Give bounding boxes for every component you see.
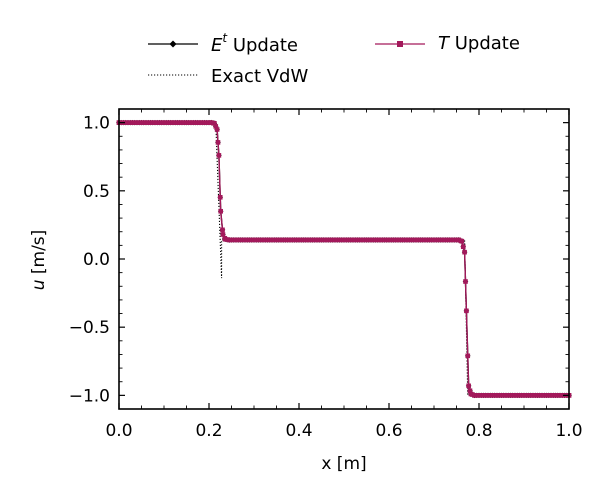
- legend-exact-label: Exact VdW: [211, 66, 308, 87]
- data-point: [213, 124, 219, 129]
- series-line: [119, 121, 569, 397]
- legend-et-marker: [169, 40, 177, 48]
- data-point: [218, 208, 223, 214]
- data-point: [467, 388, 473, 394]
- data-point: [464, 308, 469, 314]
- y-tick-label: 0.5: [83, 182, 110, 202]
- data-point: [217, 194, 223, 200]
- data-point: [212, 121, 217, 126]
- legend-item-t-update: T Update: [375, 33, 520, 54]
- data-point: [465, 353, 471, 359]
- data-point: [215, 140, 221, 145]
- legend-t-marker: [397, 41, 403, 47]
- x-tick-label: 0.2: [195, 421, 222, 441]
- data-point: [460, 244, 466, 250]
- y-axis-label: u [m/s]: [29, 230, 49, 291]
- data-point: [214, 127, 220, 132]
- plot-frame: [118, 108, 570, 410]
- data-point: [216, 153, 222, 158]
- series-line: [119, 122, 569, 396]
- data-point: [463, 279, 468, 284]
- y-tick-label: 1.0: [83, 114, 110, 134]
- y-tick-label: −0.5: [69, 318, 110, 338]
- x-tick-label: 0.0: [105, 421, 132, 441]
- series-e-t-update: [116, 119, 572, 399]
- legend: Et Update Exact VdW T Update: [148, 31, 520, 87]
- series-line: [119, 121, 569, 397]
- x-tick-label: 0.4: [285, 421, 312, 441]
- legend-item-et-update: Et Update: [148, 31, 298, 56]
- series-t-update: [116, 120, 572, 398]
- data-point: [466, 383, 471, 389]
- x-tick-label: 1.0: [555, 421, 582, 441]
- y-tick-label: −1.0: [69, 386, 110, 406]
- legend-item-exact: Exact VdW: [148, 66, 308, 87]
- data-point: [462, 249, 467, 255]
- series-exact-vdw: [119, 122, 569, 396]
- series-layer: [116, 119, 572, 399]
- ticks-layer: 0.0 0.2 0.4 0.6 0.8 1.0 1.0 0.5 0.0 −0.5 −1.0: [69, 108, 583, 441]
- x-axis-label: x [m]: [321, 454, 366, 474]
- data-point: [459, 238, 465, 244]
- legend-et-label: Et Update: [211, 31, 298, 56]
- data-point: [220, 227, 225, 233]
- y-tick-label: 0.0: [83, 250, 110, 270]
- x-tick-label: 0.6: [375, 421, 402, 441]
- x-tick-label: 0.8: [465, 421, 492, 441]
- data-point: [220, 232, 226, 237]
- legend-t-label: T Update: [438, 33, 520, 54]
